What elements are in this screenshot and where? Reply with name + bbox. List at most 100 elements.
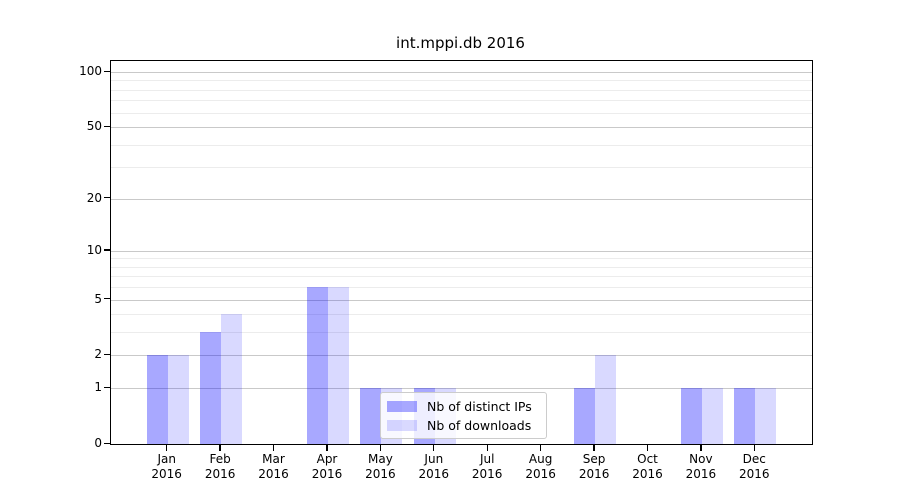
gridline-minor-90 — [111, 80, 812, 82]
y-tick-mark-5 — [104, 298, 110, 300]
y-tick-mark-100 — [104, 70, 110, 72]
y-tick-mark-0 — [104, 442, 110, 444]
x-tick-year-dec: 2016 — [739, 467, 770, 481]
x-tick-mark-nov — [700, 444, 702, 451]
bar-distinct-ips-nov — [680, 388, 702, 444]
x-tick-month-may: May — [367, 452, 393, 466]
gridline-major-10 — [111, 250, 812, 252]
legend-entry-distinct-ips: Nb of distinct IPs — [387, 399, 537, 414]
x-tick-label-jun: Jun 2016 — [402, 452, 466, 482]
x-tick-label-mar: Mar 2016 — [242, 452, 306, 482]
bar-downloads-dec — [755, 388, 777, 444]
x-tick-month-jun: Jun — [424, 452, 444, 466]
bar-distinct-ips-feb — [200, 332, 222, 444]
x-tick-month-jul: Jul — [479, 452, 495, 466]
y-tick-mark-2 — [104, 353, 110, 356]
legend-swatch-downloads — [387, 419, 417, 431]
x-tick-label-jul: Jul 2016 — [455, 452, 519, 482]
legend-swatch-distinct-ips — [387, 400, 417, 412]
y-tick-label-2: 2 — [94, 347, 102, 362]
gridline-minor-70 — [111, 100, 812, 102]
x-tick-mark-mar — [272, 444, 275, 451]
y-tick-label-10: 10 — [86, 242, 102, 257]
gridline-major-5 — [111, 299, 812, 301]
x-tick-month-aug: Aug — [528, 452, 553, 466]
x-tick-year-may: 2016 — [365, 467, 396, 481]
x-tick-year-feb: 2016 — [204, 467, 236, 481]
bar-distinct-ips-apr — [307, 287, 328, 444]
x-tick-year-jul: 2016 — [471, 467, 503, 481]
x-tick-label-oct: Oct 2016 — [616, 452, 680, 482]
x-tick-month-dec: Dec — [742, 452, 766, 466]
gridline-minor-30 — [111, 167, 812, 169]
x-tick-month-feb: Feb — [209, 452, 231, 466]
gridline-minor-6 — [111, 287, 812, 289]
x-tick-mark-aug — [539, 444, 542, 451]
x-tick-year-jun: 2016 — [418, 467, 450, 481]
gridline-minor-9 — [111, 258, 812, 260]
y-tick-label-50: 50 — [86, 119, 102, 133]
legend-label-downloads: Nb of downloads — [427, 417, 532, 433]
x-tick-label-may: May 2016 — [348, 452, 412, 482]
gridline-minor-7 — [111, 276, 812, 278]
gridline-major-2 — [111, 355, 812, 357]
bar-downloads-nov — [701, 388, 723, 444]
y-tick-label-100: 100 — [79, 64, 102, 78]
bar-downloads-jan — [167, 355, 189, 444]
y-tick-mark-50 — [104, 125, 110, 127]
gridline-minor-4 — [111, 314, 812, 316]
bar-distinct-ips-dec — [734, 388, 756, 444]
bar-downloads-sep — [595, 355, 617, 444]
bar-distinct-ips-jan — [146, 355, 168, 444]
gridline-minor-3 — [111, 332, 812, 334]
x-tick-label-aug: Aug 2016 — [509, 452, 573, 482]
legend-entry-downloads: Nb of downloads — [387, 418, 537, 433]
gridline-minor-8 — [111, 266, 812, 268]
y-tick-label-1: 1 — [94, 380, 102, 395]
x-tick-year-aug: 2016 — [525, 467, 556, 481]
bar-downloads-feb — [221, 314, 243, 444]
gridline-major-1 — [111, 388, 812, 390]
x-tick-mark-jan — [166, 444, 168, 451]
x-tick-label-feb: Feb 2016 — [188, 452, 252, 482]
y-tick-label-5: 5 — [94, 291, 102, 306]
x-tick-mark-jun — [433, 444, 435, 451]
x-tick-year-oct: 2016 — [632, 467, 663, 481]
x-tick-month-jan: Jan — [157, 452, 176, 466]
gridline-major-20 — [111, 198, 812, 200]
plot-area: Nb of distinct IPs Nb of downloads — [110, 60, 813, 445]
x-tick-month-oct: Oct — [637, 452, 658, 466]
gridline-major-50 — [111, 127, 812, 128]
gridline-minor-60 — [111, 112, 812, 114]
legend: Nb of distinct IPs Nb of downloads — [380, 392, 547, 439]
x-tick-label-jan: Jan 2016 — [135, 452, 199, 482]
y-tick-label-20: 20 — [86, 190, 102, 205]
x-tick-year-apr: 2016 — [311, 467, 343, 481]
x-tick-label-dec: Dec 2016 — [722, 452, 786, 482]
bar-distinct-ips-sep — [574, 388, 596, 444]
x-tick-label-sep: Sep 2016 — [562, 452, 626, 482]
gridline-minor-80 — [111, 89, 812, 91]
x-tick-mark-dec — [753, 444, 755, 451]
y-tick-mark-10 — [104, 249, 110, 251]
x-tick-month-apr: Apr — [316, 452, 338, 466]
gridline-major-100 — [111, 72, 812, 73]
x-tick-label-apr: Apr 2016 — [295, 452, 359, 482]
y-tick-label-0: 0 — [94, 436, 102, 450]
x-tick-label-nov: Nov 2016 — [669, 452, 733, 482]
y-tick-mark-1 — [104, 386, 110, 388]
x-tick-month-nov: Nov — [689, 452, 713, 466]
x-tick-year-nov: 2016 — [685, 467, 717, 481]
chart-title: int.mppi.db 2016 — [396, 34, 525, 52]
bar-distinct-ips-may — [360, 388, 382, 444]
x-tick-year-jan: 2016 — [151, 467, 182, 481]
x-tick-mark-sep — [593, 444, 595, 451]
x-tick-year-mar: 2016 — [258, 467, 289, 481]
x-tick-mark-apr — [326, 444, 328, 451]
x-tick-year-sep: 2016 — [578, 467, 610, 481]
x-tick-mark-feb — [219, 444, 221, 451]
gridline-minor-40 — [111, 144, 812, 146]
x-tick-mark-oct — [646, 444, 649, 451]
legend-label-distinct-ips: Nb of distinct IPs — [427, 398, 532, 414]
